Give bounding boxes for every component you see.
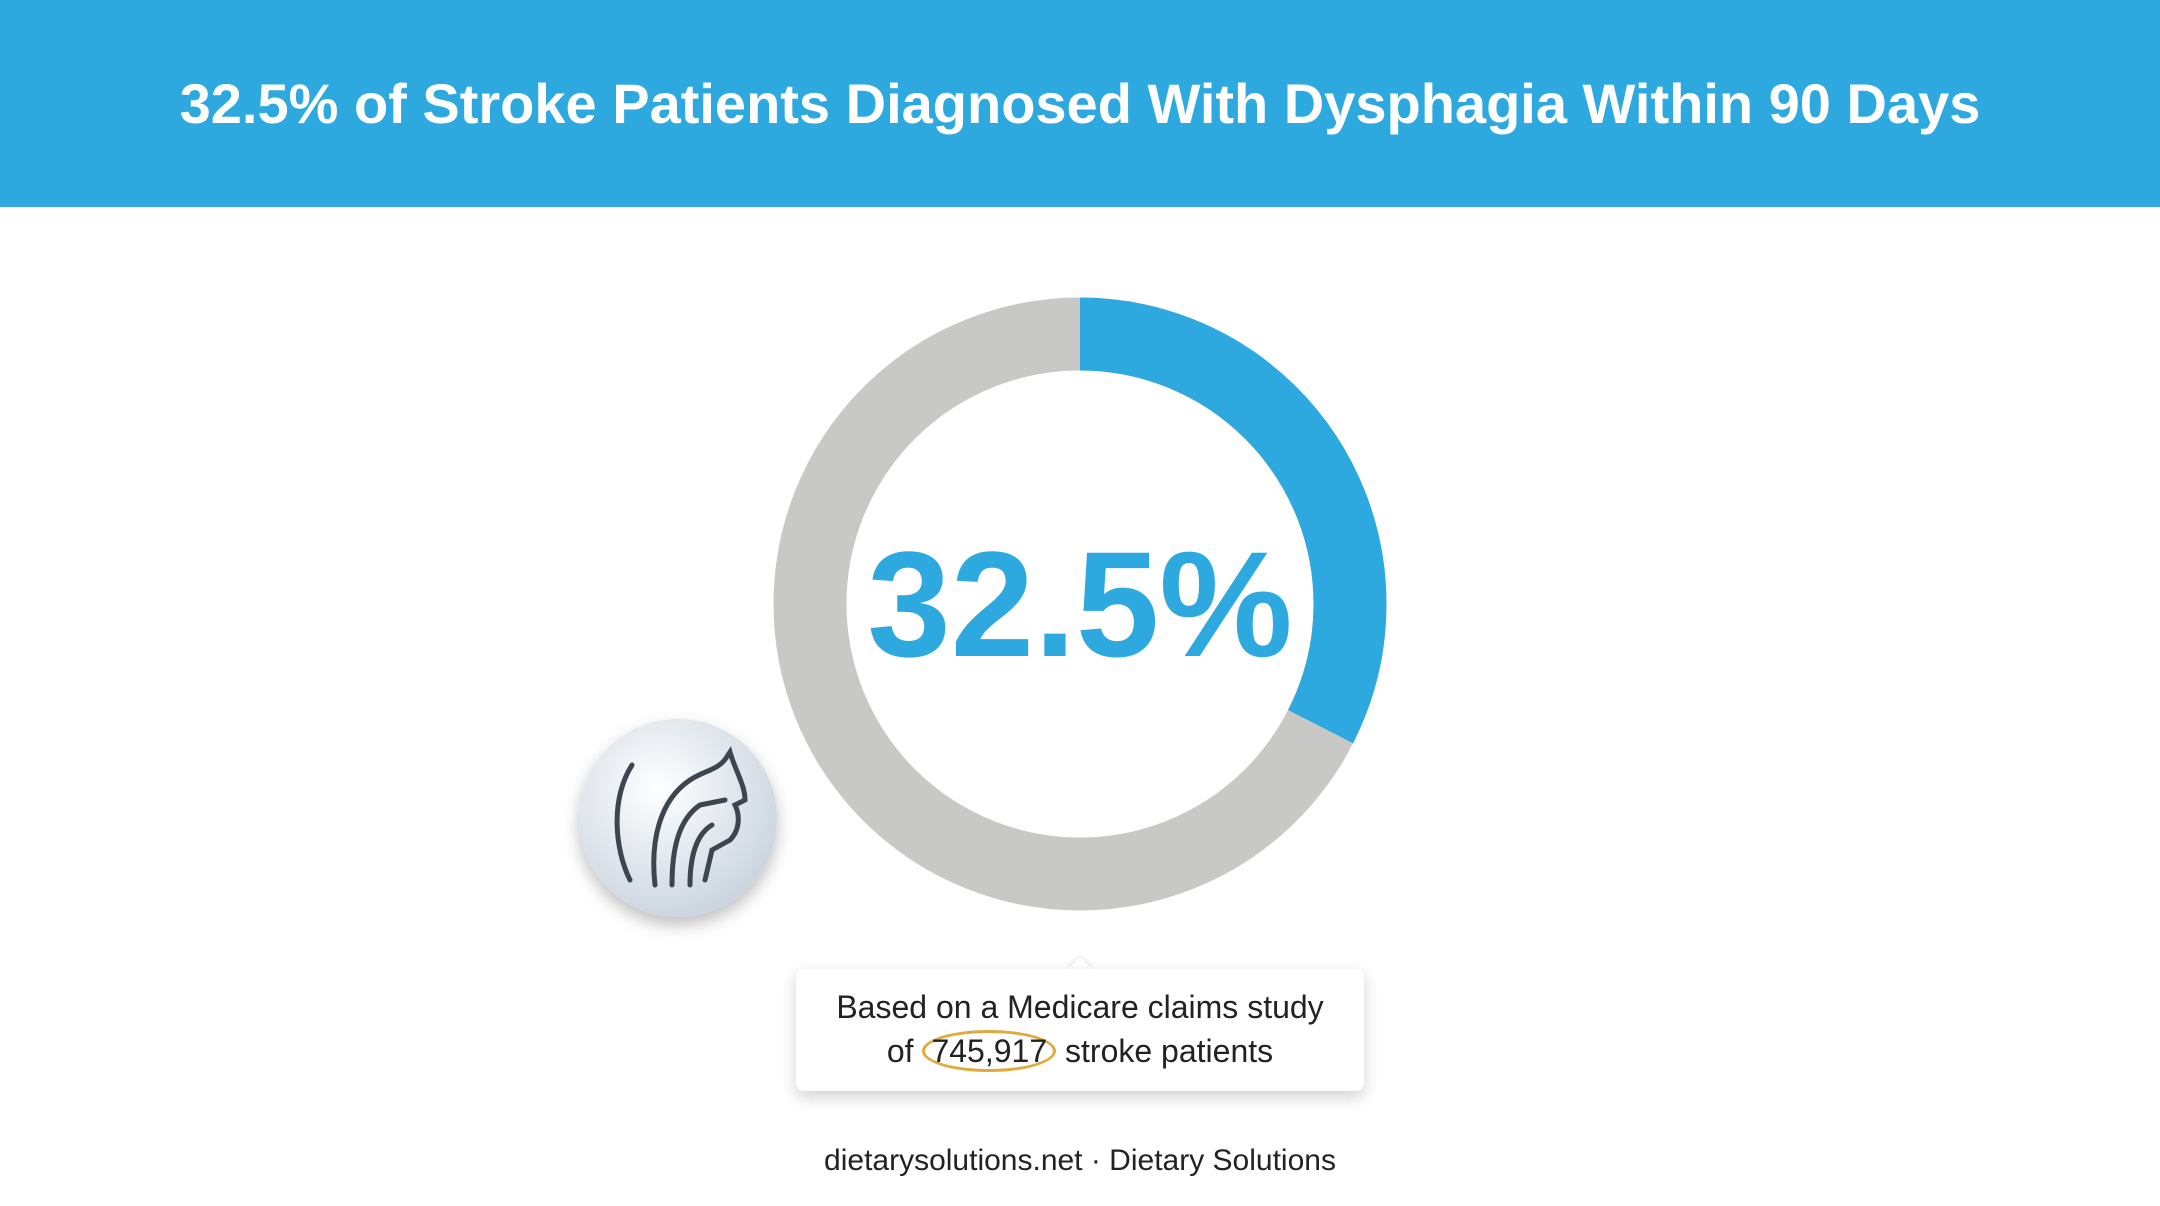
note-line: Based on a Medicare claims study bbox=[836, 989, 1324, 1025]
note-text: of bbox=[886, 1033, 914, 1069]
icon bbox=[579, 719, 777, 917]
chart-title: 32.5% of Stroke Patients Diagnosed With … bbox=[179, 72, 1981, 135]
value-label: 32.5% bbox=[867, 520, 1292, 688]
note-highlight: 745,917 bbox=[922, 1030, 1057, 1072]
header: 32.5% of Stroke Patients Diagnosed With … bbox=[0, 0, 2160, 207]
note-text: stroke patients bbox=[1065, 1033, 1274, 1069]
note-line: of 745,917 stroke patients bbox=[796, 1029, 1364, 1073]
note-caret bbox=[1066, 957, 1094, 971]
donut-segment bbox=[773, 297, 1387, 911]
source: dietarysolutions.net · Dietary Solutions bbox=[824, 1144, 1336, 1177]
note: Based on a Medicare claims study of 745,… bbox=[796, 969, 1364, 1091]
